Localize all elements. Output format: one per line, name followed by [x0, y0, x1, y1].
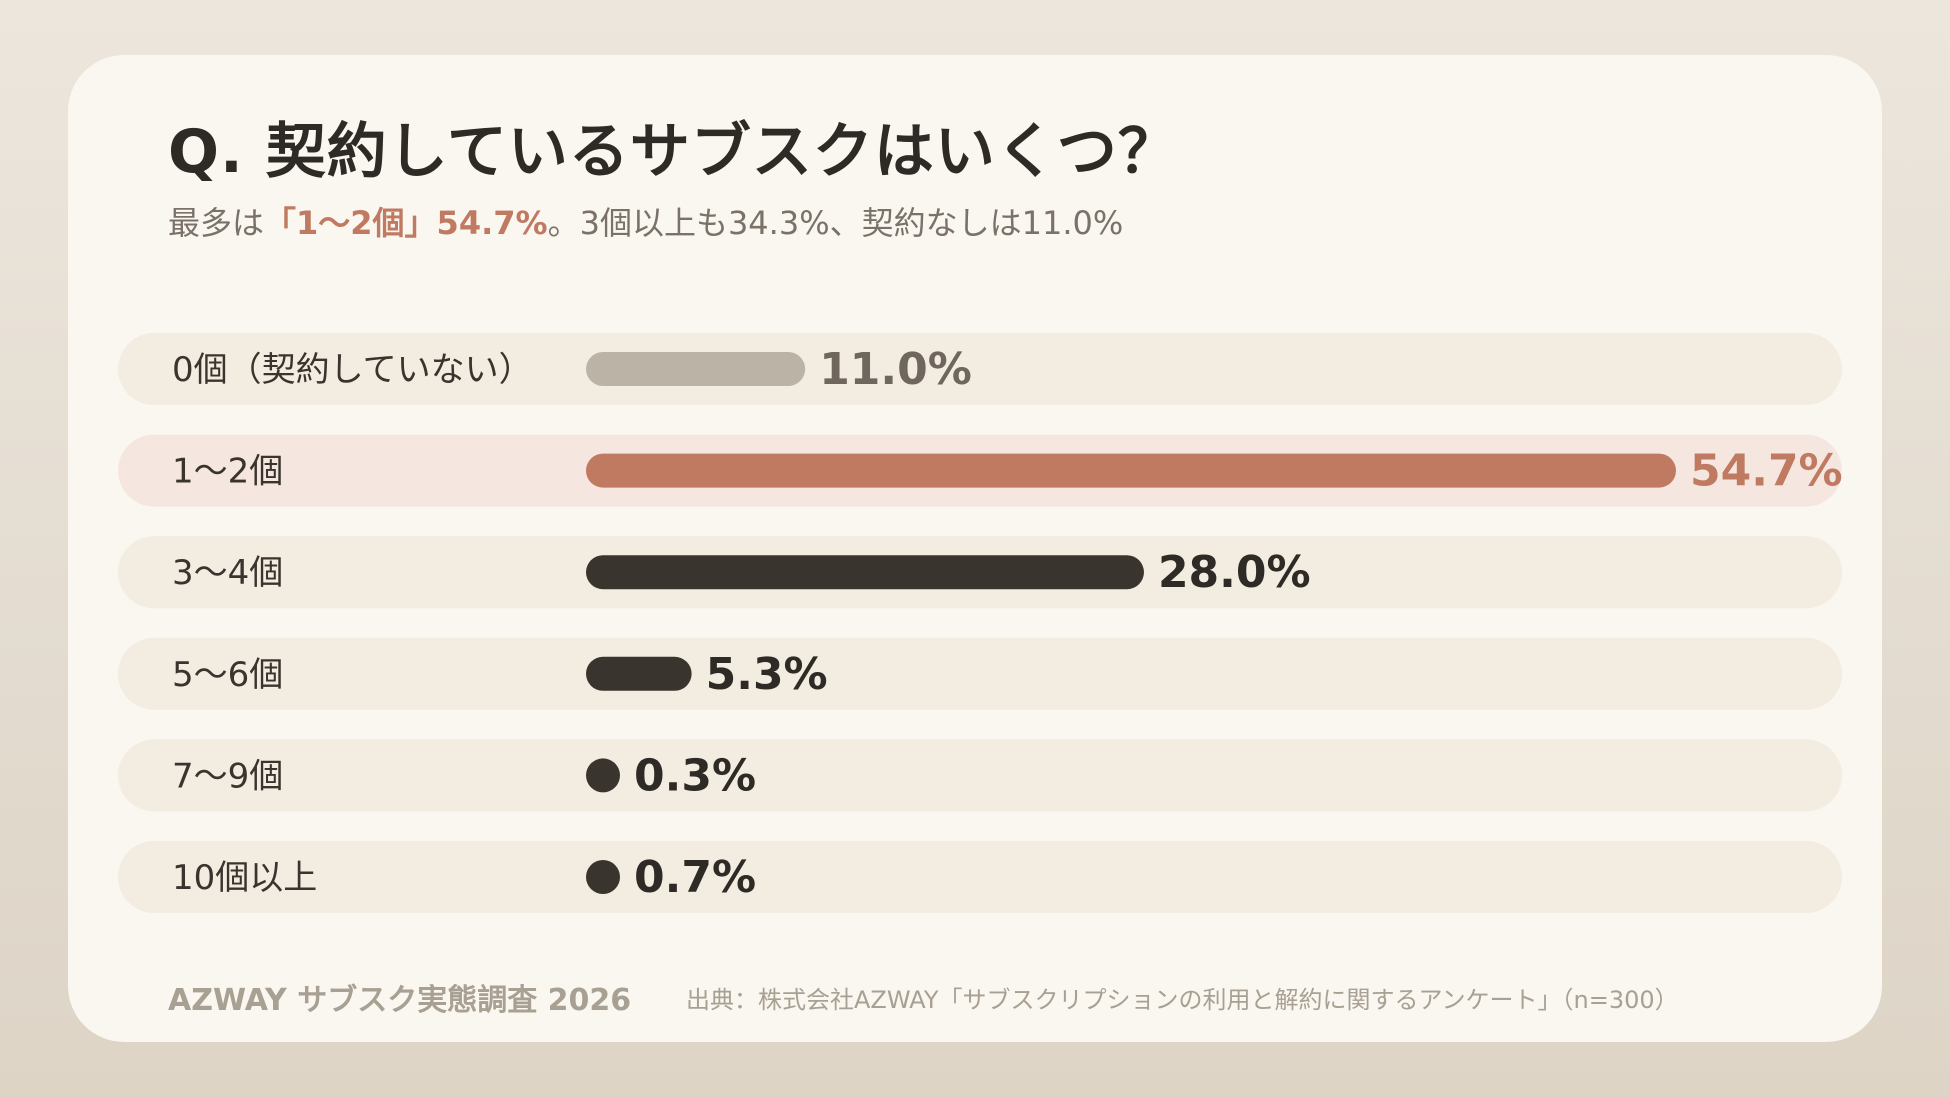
chart-card: Q. 契約しているサブスクはいくつ？ 最多は「1〜2個」54.7%。3個以上も3… [68, 55, 1882, 1042]
chart-subtitle: 最多は「1〜2個」54.7%。3個以上も34.3%、契約なしは11.0% [168, 198, 1123, 244]
bar-1 [586, 453, 1676, 488]
value-label-1: 54.7% [1690, 446, 1843, 497]
subtitle-suffix: 。3個以上も34.3%、契約なしは11.0% [547, 204, 1124, 242]
bar-track-4 [118, 739, 1842, 812]
category-label-3: 5〜6個 [172, 655, 283, 695]
bar-track-3 [118, 637, 1842, 710]
value-label-3: 5.3% [706, 649, 828, 700]
value-label-5: 0.7% [634, 852, 756, 903]
chart-title: Q. 契約しているサブスクはいくつ？ [168, 117, 1179, 187]
subtitle-highlight: 「1〜2個」54.7% [264, 204, 548, 242]
footer-source: 出典：株式会社AZWAY「サブスクリプションの利用と解約に関するアンケート」（n… [686, 986, 1679, 1014]
value-label-0: 11.0% [819, 344, 972, 395]
bar-chart: 0個（契約していない） 11.0% 1〜2個 54.7% 3〜4個 28.0% 5〜6個 5.… [118, 333, 1843, 913]
bar-track-5 [118, 841, 1842, 913]
bar-2 [586, 555, 1144, 590]
category-label-4: 7〜9個 [172, 756, 283, 796]
subtitle-prefix: 最多は [168, 204, 265, 242]
value-label-4: 0.3% [634, 750, 756, 801]
bar-0 [586, 352, 806, 386]
bar-track-0 [118, 333, 1842, 405]
bar-4 [586, 758, 620, 793]
category-label-5: 10個以上 [172, 858, 317, 898]
category-label-0: 0個（契約していない） [172, 350, 533, 390]
category-label-1: 1〜2個 [172, 452, 283, 492]
bar-5 [586, 860, 620, 894]
category-label-2: 3〜4個 [172, 553, 283, 593]
footer-brand: AZWAY サブスク実態調査 2026 [168, 983, 632, 1018]
value-label-2: 28.0% [1158, 547, 1311, 598]
bar-3 [586, 656, 692, 691]
